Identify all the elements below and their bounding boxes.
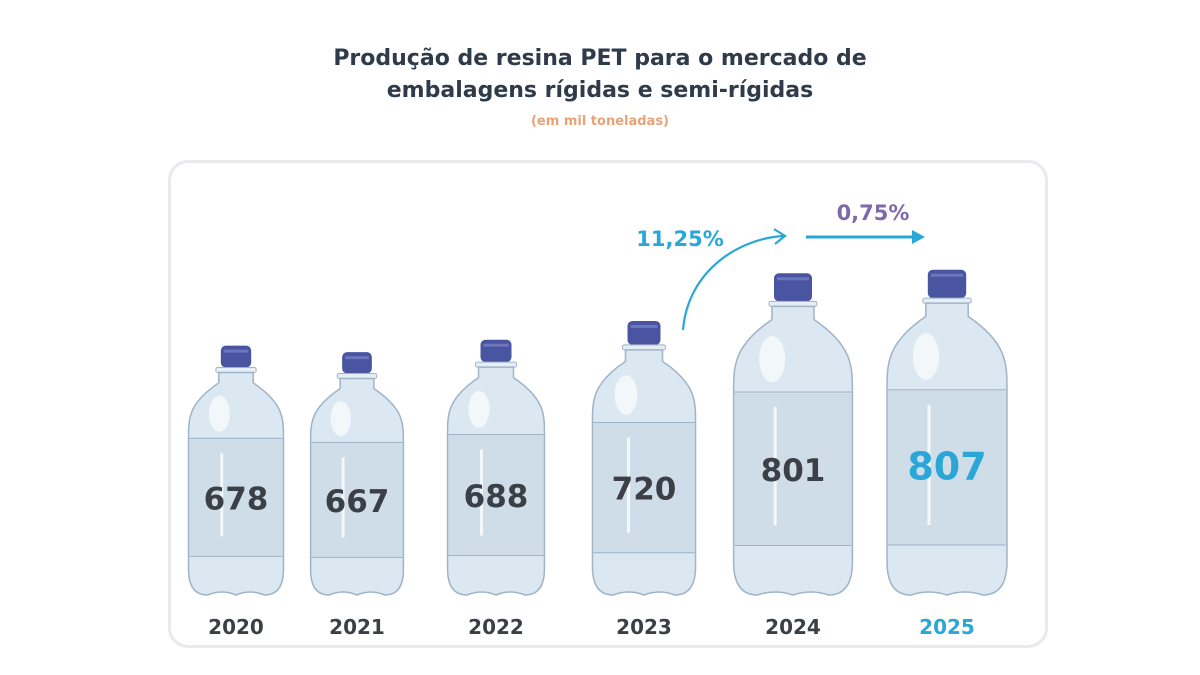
growth-arrowhead [773, 228, 787, 245]
year-label: 2025 [919, 615, 975, 639]
chart-subtitle: (em mil toneladas) [530, 114, 670, 129]
chart-title-line-2: embalagens rígidas e semi-rígidas [386, 78, 814, 103]
year-label: 2022 [468, 615, 524, 639]
growth-annotation-label-2: 0,75% [837, 201, 910, 225]
bottle-shine [330, 401, 351, 437]
growth-arrowhead-2 [912, 230, 925, 244]
cap-highlight [223, 349, 249, 353]
cap-highlight [483, 343, 509, 347]
bottle-2023: 720 2023 [591, 320, 697, 639]
bottle-shine [912, 333, 940, 380]
chart-title-line-1: Produção de resina PET para o mercado de [333, 46, 867, 71]
bottle-cap [480, 339, 512, 363]
cap-highlight [776, 277, 810, 281]
value-label: 807 [907, 444, 986, 488]
growth-arrow-curve [681, 234, 785, 331]
bottle-label-band [888, 389, 1006, 546]
bottle-cap [773, 273, 813, 302]
bottle-shine [759, 335, 786, 383]
value-label: 720 [612, 472, 677, 508]
bottle-2022: 688 2022 [446, 339, 546, 639]
bottle-label-band [448, 434, 544, 556]
bottle-label-band [734, 391, 852, 546]
bottle-label-band [311, 442, 403, 558]
bottle-shine [208, 395, 230, 432]
value-label: 801 [761, 453, 826, 489]
bottle-cap [220, 345, 252, 368]
year-label: 2020 [208, 615, 264, 639]
bottle-shine [614, 375, 638, 415]
cap-highlight [345, 356, 369, 360]
year-label: 2023 [616, 615, 672, 639]
bottle-cap [627, 320, 661, 345]
bottle-label-band [189, 438, 283, 557]
value-label: 678 [204, 481, 269, 517]
cap-highlight [630, 324, 658, 328]
bottle-cap [927, 269, 967, 299]
value-label: 667 [325, 484, 390, 520]
bottle-2021: 667 2021 [309, 352, 405, 639]
bottle-2020: 678 2020 [187, 345, 285, 639]
bottle-2025: 807 2025 [886, 269, 1008, 639]
bottle-shine [468, 390, 490, 428]
bottle-2024: 801 2024 [732, 273, 854, 639]
value-label: 688 [464, 479, 529, 515]
year-label: 2021 [329, 615, 385, 639]
year-label: 2024 [765, 615, 821, 639]
bottle-label-band [593, 422, 695, 553]
growth-annotation-label: 11,25% [636, 227, 723, 251]
bottle-cap [342, 352, 372, 374]
cap-highlight [930, 273, 964, 277]
